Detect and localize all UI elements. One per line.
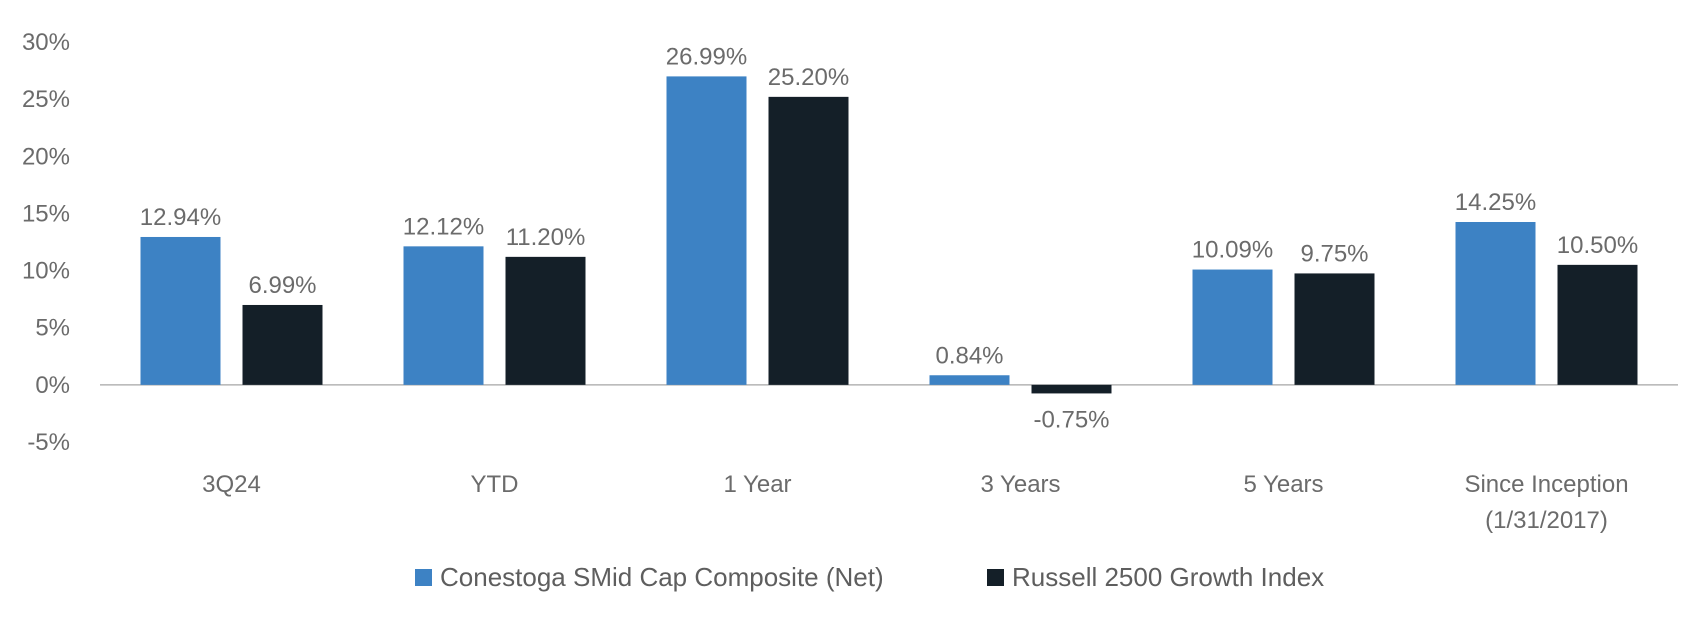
data-label: 6.99% <box>248 272 316 299</box>
category-label: Since Inception <box>1464 471 1628 498</box>
bar-index <box>505 256 586 385</box>
legend-label: Conestoga SMid Cap Composite (Net) <box>440 562 884 592</box>
data-label: 10.50% <box>1557 232 1638 259</box>
category-label: 3 Years <box>980 471 1060 498</box>
bar-composite <box>929 375 1010 385</box>
y-tick-label: 15% <box>22 200 70 227</box>
legend-swatch <box>415 569 432 586</box>
bar-index <box>242 304 323 385</box>
y-tick-label: 5% <box>35 315 70 342</box>
data-label: 26.99% <box>666 43 747 70</box>
data-label: 12.94% <box>140 204 221 231</box>
bar-index <box>1557 264 1638 385</box>
legend: Conestoga SMid Cap Composite (Net) Russel… <box>415 562 1324 592</box>
y-tick-label: -5% <box>27 429 70 456</box>
bar-index <box>1031 384 1112 394</box>
category-label: 1 Year <box>723 471 791 498</box>
y-axis-ticks: 30% 25% 20% 15% 10% 5% 0% -5% <box>22 29 70 456</box>
category-label: 5 Years <box>1243 471 1323 498</box>
bar-index <box>768 96 849 385</box>
category-label: (1/31/2017) <box>1485 507 1608 534</box>
data-label: 14.25% <box>1455 189 1536 216</box>
bar-group <box>140 76 1638 394</box>
data-label: 11.20% <box>506 224 586 251</box>
y-tick-label: 25% <box>22 86 70 113</box>
legend-swatch <box>987 569 1004 586</box>
bar-composite <box>1455 222 1536 385</box>
bar-index <box>1294 273 1375 385</box>
data-label: 0.84% <box>935 342 1003 369</box>
category-label: 3Q24 <box>202 471 261 498</box>
bar-composite <box>1192 269 1273 385</box>
bar-composite <box>666 76 747 385</box>
data-label: 25.20% <box>768 64 849 91</box>
bar-composite <box>403 246 484 385</box>
category-label: YTD <box>471 471 519 498</box>
y-tick-label: 0% <box>35 372 70 399</box>
legend-label: Russell 2500 Growth Index <box>1012 562 1324 592</box>
data-label: 10.09% <box>1192 237 1273 264</box>
bar-composite <box>140 236 221 385</box>
data-label: 12.12% <box>403 213 484 240</box>
category-labels: 3Q24 YTD 1 Year 3 Years 5 Years Since Incepti… <box>202 471 1628 534</box>
y-tick-label: 10% <box>22 258 70 285</box>
data-label: 9.75% <box>1300 240 1368 267</box>
data-labels: 12.94% 6.99% 12.12% 11.20% 26.99% 25.20% 0.84%… <box>140 43 1638 433</box>
y-tick-label: 30% <box>22 29 70 56</box>
y-tick-label: 20% <box>22 143 70 170</box>
data-label: -0.75% <box>1033 406 1109 433</box>
